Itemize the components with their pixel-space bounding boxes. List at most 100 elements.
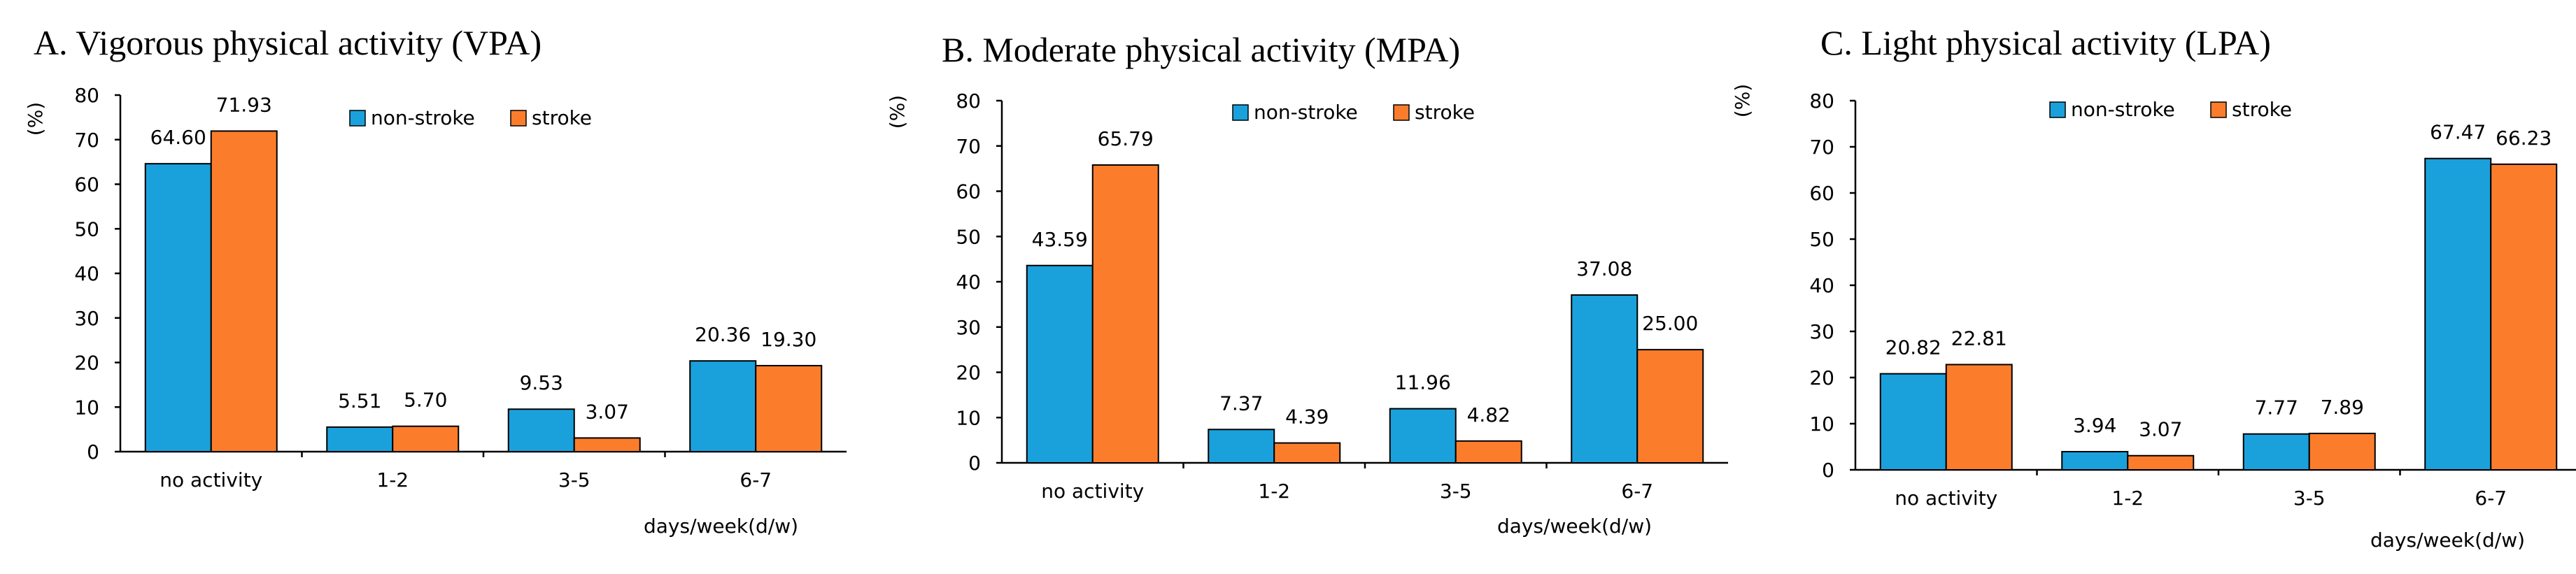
y-tick-label: 0 xyxy=(1822,459,1834,482)
data-label-non-stroke: 20.82 xyxy=(1885,336,1941,359)
legend: non-stroke stroke xyxy=(349,106,592,129)
data-label-non-stroke: 3.94 xyxy=(2073,414,2116,437)
y-tick-label: 70 xyxy=(1809,136,1834,159)
bar-non-stroke xyxy=(1879,373,1947,471)
y-tick-label: 50 xyxy=(956,225,981,248)
bar-non-stroke xyxy=(2242,433,2310,471)
y-tick-label: 60 xyxy=(74,173,99,196)
x-tick-label: no activity xyxy=(160,468,262,492)
y-tick-label: 80 xyxy=(1809,89,1834,113)
chart-panel-c: C. Light physical activity (LPA) (%) 0 10 20… xyxy=(1731,23,2576,552)
data-label-stroke: 4.39 xyxy=(1285,406,1329,429)
panel-title: A. Vigorous physical activity (VPA) xyxy=(34,23,542,62)
x-axis-label: days/week(d/w) xyxy=(2370,529,2525,552)
y-tick-label: 80 xyxy=(956,89,981,113)
bar-stroke xyxy=(2127,454,2195,471)
legend-swatch-stroke xyxy=(1393,104,1410,121)
y-tick-label: 10 xyxy=(74,396,99,419)
bar-non-stroke xyxy=(1571,294,1639,464)
data-label-stroke: 22.81 xyxy=(1951,327,2007,350)
bar-stroke xyxy=(1636,349,1704,464)
legend-swatch-stroke xyxy=(510,110,527,127)
bar-non-stroke xyxy=(2424,157,2492,471)
bar-stroke xyxy=(755,364,823,453)
y-tick-label: 40 xyxy=(1809,274,1834,297)
bar-non-stroke xyxy=(2061,450,2129,471)
y-tick-label: 50 xyxy=(1809,228,1834,251)
y-tick-label: 10 xyxy=(956,406,981,429)
data-label-stroke: 66.23 xyxy=(2496,127,2552,150)
legend: non-stroke stroke xyxy=(1232,101,1475,124)
x-tick-label: 1-2 xyxy=(1258,480,1290,503)
data-label-non-stroke: 20.36 xyxy=(695,323,751,346)
x-axis-label: days/week(d/w) xyxy=(644,515,798,538)
x-tick-label: 6-7 xyxy=(2475,487,2507,510)
bar-non-stroke xyxy=(1026,264,1094,464)
y-tick-label: 30 xyxy=(956,316,981,339)
data-label-stroke: 19.30 xyxy=(760,328,816,351)
bar-stroke xyxy=(2490,163,2558,471)
x-tick-label: 3-5 xyxy=(2293,487,2326,510)
y-tick-label: 50 xyxy=(74,217,99,241)
chart-panel-b: B. Moderate physical activity (MPA) (%) 0 1… xyxy=(886,30,1728,538)
data-label-stroke: 3.07 xyxy=(2139,418,2182,441)
x-tick-label: 3-5 xyxy=(1440,480,1472,503)
x-tick-label: no activity xyxy=(1041,480,1144,503)
bar-stroke xyxy=(210,130,278,452)
y-tick-label: 80 xyxy=(74,84,99,107)
legend-label-stroke: stroke xyxy=(532,106,592,129)
y-tick-label: 60 xyxy=(1809,182,1834,205)
data-label-non-stroke: 7.37 xyxy=(1219,392,1263,415)
data-label-stroke: 5.70 xyxy=(404,389,447,412)
data-label-non-stroke: 7.77 xyxy=(2255,396,2298,419)
y-tick-label: 60 xyxy=(956,180,981,203)
y-tick-label: 40 xyxy=(956,271,981,294)
x-tick-label: 1-2 xyxy=(2111,487,2144,510)
y-tick-label: 70 xyxy=(74,129,99,152)
bar-stroke xyxy=(392,425,460,452)
legend-label-stroke: stroke xyxy=(1415,101,1475,124)
y-tick-label: 20 xyxy=(74,352,99,375)
y-axis-label: (%) xyxy=(24,102,47,136)
data-label-non-stroke: 5.51 xyxy=(338,389,381,412)
legend-swatch-non-stroke xyxy=(2049,101,2066,118)
data-label-stroke: 71.93 xyxy=(216,93,272,116)
legend-label-non-stroke: non-stroke xyxy=(2071,98,2175,121)
x-tick-label: 3-5 xyxy=(558,468,590,492)
x-tick-label: 1-2 xyxy=(376,468,409,492)
bar-non-stroke xyxy=(507,408,575,453)
legend: non-stroke stroke xyxy=(2049,98,2292,121)
y-tick-label: 10 xyxy=(1809,412,1834,436)
legend-label-stroke: stroke xyxy=(2232,98,2292,121)
legend-label-non-stroke: non-stroke xyxy=(1254,101,1358,124)
bar-non-stroke xyxy=(144,163,212,453)
data-label-non-stroke: 64.60 xyxy=(150,126,206,149)
bar-stroke xyxy=(1091,164,1159,464)
x-tick-label: no activity xyxy=(1895,487,1997,510)
x-axis-label: days/week(d/w) xyxy=(1497,515,1652,538)
y-tick-label: 30 xyxy=(1809,320,1834,343)
bar-stroke xyxy=(1945,364,2013,471)
legend-swatch-stroke xyxy=(2210,101,2227,118)
bar-stroke xyxy=(1273,442,1341,464)
y-axis-label: (%) xyxy=(1731,84,1754,117)
data-label-non-stroke: 67.47 xyxy=(2430,121,2486,144)
data-label-stroke: 3.07 xyxy=(586,400,629,423)
y-tick-label: 20 xyxy=(956,361,981,385)
legend-label-non-stroke: non-stroke xyxy=(371,106,475,129)
chart-panel-a: A. Vigorous physical activity (VPA) (%) 0 1… xyxy=(24,23,847,538)
data-label-stroke: 7.89 xyxy=(2321,396,2364,419)
y-tick-label: 0 xyxy=(87,440,99,464)
y-tick-label: 30 xyxy=(74,307,99,330)
data-label-stroke: 65.79 xyxy=(1098,127,1154,150)
y-tick-label: 20 xyxy=(1809,366,1834,389)
bar-stroke xyxy=(1455,440,1522,464)
bar-stroke xyxy=(2308,432,2376,471)
data-label-non-stroke: 11.96 xyxy=(1395,371,1451,394)
panel-title: B. Moderate physical activity (MPA) xyxy=(942,30,1460,69)
data-label-non-stroke: 43.59 xyxy=(1032,228,1088,251)
bar-non-stroke xyxy=(1389,408,1457,464)
y-axis-label: (%) xyxy=(886,95,909,129)
